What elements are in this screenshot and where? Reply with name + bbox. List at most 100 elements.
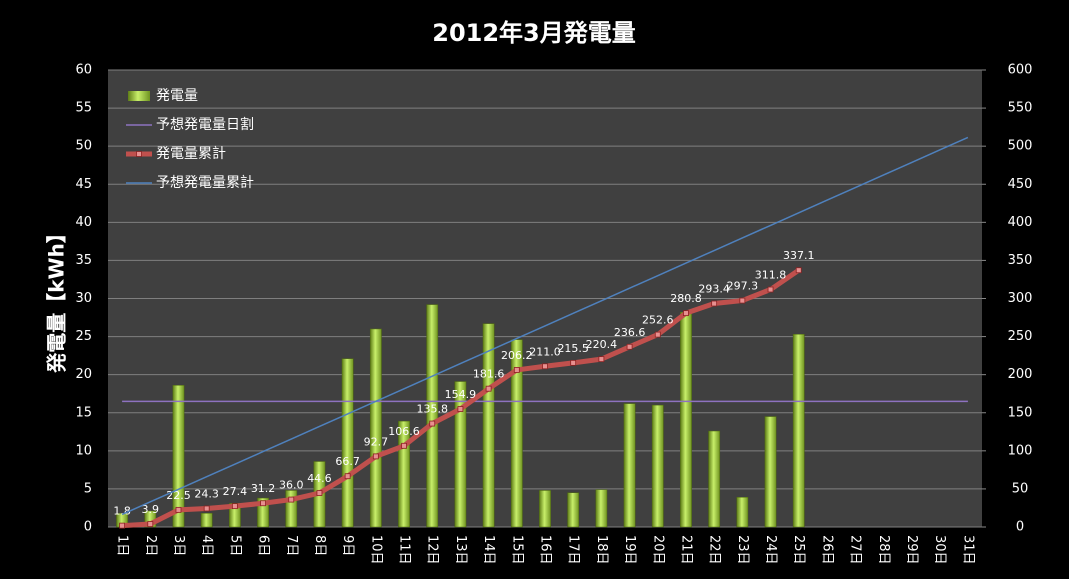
y-tick-label: 60 [75, 63, 92, 78]
y2-tick-label: 50 [1012, 481, 1029, 496]
data-label: 252.6 [642, 314, 674, 327]
marker [513, 367, 520, 373]
y-tick-label: 55 [75, 101, 92, 116]
data-label: 154.9 [445, 388, 477, 401]
data-label: 66.7 [335, 455, 360, 468]
marker [654, 331, 661, 338]
bar [736, 497, 749, 528]
x-tick-label: 28日 [876, 535, 891, 565]
x-tick-label: 2日 [143, 535, 158, 556]
bar [651, 404, 664, 528]
legend-label: 発電量累計 [156, 146, 226, 162]
x-tick-label: 18日 [594, 535, 609, 565]
legend-label: 予想発電量累計 [156, 175, 254, 191]
data-label: 297.3 [727, 280, 759, 293]
data-label: 293.4 [698, 283, 730, 296]
x-tick-label: 29日 [904, 535, 919, 565]
marker [711, 300, 718, 307]
bar [764, 416, 777, 528]
y2-tick-label: 450 [1008, 177, 1033, 192]
data-label: 211.0 [529, 345, 561, 358]
y2-tick-label: 250 [1008, 329, 1033, 344]
y2-tick-label: 600 [1008, 63, 1033, 78]
legend-label: 発電量 [156, 88, 198, 104]
marker [231, 503, 238, 510]
y-tick-label: 5 [84, 481, 92, 496]
data-label: 3.9 [142, 503, 160, 516]
x-tick-label: 4日 [199, 535, 214, 556]
marker [542, 363, 548, 370]
y2-tick-label: 500 [1008, 139, 1033, 154]
marker [147, 521, 154, 527]
marker [372, 453, 379, 460]
x-tick-label: 5日 [227, 535, 242, 556]
marker [570, 359, 577, 366]
data-label: 337.1 [783, 249, 815, 262]
y-tick-label: 30 [75, 291, 92, 306]
x-tick-label: 8日 [312, 535, 327, 556]
marker [316, 490, 323, 496]
x-tick-label: 11日 [397, 535, 412, 565]
chart-title: 2012年3月発電量 [432, 19, 636, 47]
data-label: 92.7 [364, 435, 389, 448]
x-tick-label: 3日 [171, 535, 186, 556]
bar [595, 489, 608, 528]
marker [203, 505, 210, 512]
x-tick-label: 16日 [538, 535, 553, 565]
marker [795, 267, 802, 274]
marker [485, 385, 492, 392]
bar [398, 420, 410, 528]
x-tick-label: 9日 [340, 535, 355, 556]
data-label: 220.4 [586, 338, 618, 351]
x-tick-label: 6日 [256, 535, 271, 556]
data-label: 22.5 [166, 489, 191, 502]
bar [341, 358, 354, 528]
x-tick-label: 1日 [115, 535, 130, 556]
bar [510, 339, 523, 528]
data-label: 311.8 [755, 269, 787, 282]
y2-tick-label: 100 [1008, 443, 1033, 458]
bar [567, 492, 580, 528]
x-tick-label: 12日 [425, 535, 440, 565]
y2-tick-label: 150 [1008, 405, 1033, 420]
x-tick-label: 25日 [791, 535, 806, 565]
x-tick-label: 17日 [566, 535, 581, 565]
bar [257, 497, 269, 528]
marker [344, 473, 351, 480]
data-label: 135.8 [416, 403, 448, 416]
marker [598, 356, 605, 363]
bar [680, 311, 692, 528]
y-tick-label: 50 [75, 139, 92, 154]
bar [708, 430, 721, 528]
data-label: 181.6 [473, 368, 505, 381]
x-tick-label: 13日 [453, 535, 468, 565]
marker [739, 297, 746, 304]
data-label: 1.8 [113, 505, 131, 518]
x-tick-label: 26日 [819, 535, 834, 565]
data-label: 236.6 [614, 326, 646, 339]
line [121, 136, 969, 516]
data-label: 24.3 [194, 487, 219, 500]
x-tick-label: 10日 [368, 535, 383, 565]
y2-tick-label: 200 [1008, 367, 1033, 382]
y-tick-label: 45 [75, 177, 92, 192]
x-tick-label: 23日 [735, 535, 750, 565]
bar [369, 328, 382, 528]
y-tick-label: 10 [75, 443, 92, 458]
x-tick-label: 14日 [481, 535, 496, 565]
y2-tick-label: 400 [1008, 215, 1033, 230]
data-label: 280.8 [670, 292, 702, 305]
x-tick-label: 27日 [848, 535, 863, 565]
bar [426, 304, 439, 528]
bar [285, 490, 298, 528]
data-label: 36.0 [279, 479, 304, 492]
marker [626, 343, 633, 350]
marker [767, 286, 774, 293]
y-tick-label: 0 [84, 520, 92, 535]
legend-swatch [128, 91, 150, 101]
data-label: 27.4 [223, 485, 248, 498]
bar [482, 323, 495, 528]
legend-marker [136, 151, 142, 157]
data-label: 44.6 [307, 472, 332, 485]
